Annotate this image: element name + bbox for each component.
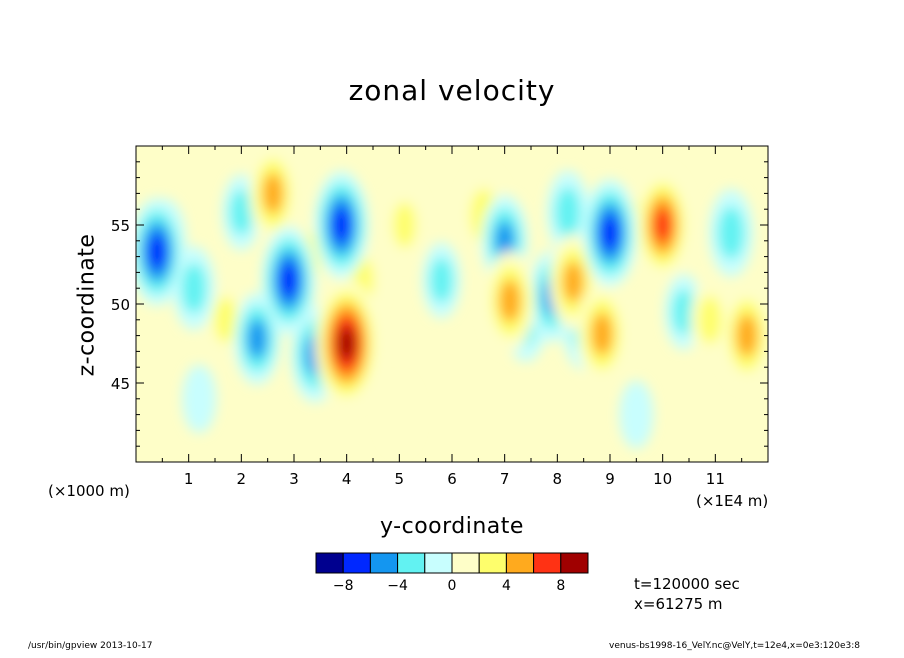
colorbar-label: 0	[448, 578, 457, 594]
plot-area	[136, 146, 768, 462]
x-tick-label: 8	[553, 470, 563, 488]
field-feature	[393, 202, 416, 248]
colorbar-segment	[342, 552, 371, 574]
x-tick-label: 9	[605, 470, 615, 488]
colorbar: −8 −4 0 4 8	[315, 552, 589, 594]
field-feature	[247, 319, 267, 359]
x-axis-label: y-coordinate	[380, 514, 524, 539]
x-tick-label: 3	[289, 470, 299, 488]
y-axis-multiplier: (×1000 m)	[48, 482, 130, 500]
field-feature	[717, 206, 745, 260]
field-feature	[499, 279, 521, 323]
colorbar-segment	[397, 552, 426, 574]
footer-source: venus-bs1998-16_VelY.nc@VelY,t=12e4,x=0e…	[609, 641, 860, 651]
colorbar-label: −8	[333, 578, 354, 594]
x-position-annotation: x=61275 m	[634, 595, 723, 613]
field-feature	[555, 187, 581, 238]
y-tick-label: 45	[111, 375, 130, 393]
footer-program-date: /usr/bin/gpview 2013-10-17	[28, 641, 153, 651]
field-feature	[182, 364, 217, 433]
colorbar-label: −4	[387, 578, 408, 594]
y-tick-label: 50	[111, 296, 130, 314]
field-feature	[698, 295, 723, 344]
x-tick-label: 4	[342, 470, 352, 488]
field-feature	[736, 314, 758, 358]
colorbar-segment	[315, 552, 344, 574]
colorbar-segment	[478, 552, 507, 574]
colorbar-segment	[369, 552, 399, 574]
colorbar-label: 4	[502, 578, 511, 594]
field-feature	[148, 233, 167, 270]
field-feature	[279, 262, 298, 299]
field-feature	[262, 172, 284, 214]
x-tick-label: 1	[184, 470, 194, 488]
field-feature	[181, 263, 207, 314]
field-feature	[430, 257, 453, 304]
time-annotation: t=120000 sec	[634, 575, 740, 593]
x-tick-label: 6	[447, 470, 457, 488]
field-feature	[672, 289, 696, 335]
colorbar-segment	[560, 552, 589, 574]
x-tick-label: 10	[653, 470, 672, 488]
colorbar-segment	[505, 552, 535, 574]
colorbar-segment	[424, 552, 453, 574]
field-feature	[562, 261, 584, 303]
field-feature	[337, 326, 356, 361]
x-axis-multiplier: (×1E4 m)	[696, 492, 769, 510]
field-feature	[229, 189, 253, 236]
field-feature	[601, 214, 619, 251]
field-feature	[653, 207, 672, 243]
field-feature	[214, 297, 237, 343]
chart-title: zonal velocity	[348, 74, 556, 107]
colorbar-segment	[451, 552, 480, 574]
field-feature	[332, 207, 351, 243]
field-feature	[382, 380, 417, 449]
colorbar-label: 8	[556, 578, 565, 594]
field-feature	[591, 312, 613, 356]
x-tick-label: 2	[237, 470, 247, 488]
x-tick-label: 5	[395, 470, 405, 488]
y-tick-label: 55	[111, 217, 130, 235]
y-axis-label: z-coordinate	[74, 233, 100, 377]
x-tick-label: 11	[706, 470, 725, 488]
colorbar-segment	[533, 552, 562, 574]
field-feature	[619, 380, 654, 449]
x-tick-label: 7	[500, 470, 510, 488]
field-feature	[494, 221, 515, 261]
